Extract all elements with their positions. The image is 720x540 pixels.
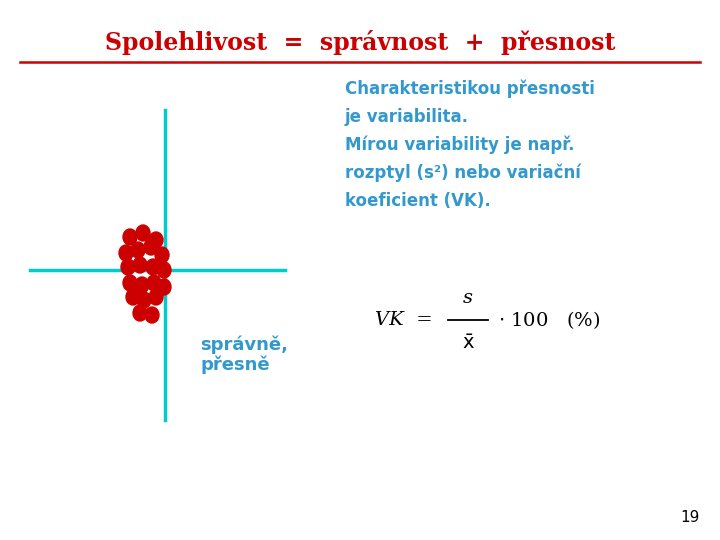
Ellipse shape (133, 305, 147, 321)
Ellipse shape (147, 275, 161, 291)
Ellipse shape (157, 262, 171, 278)
Ellipse shape (137, 292, 151, 308)
Ellipse shape (155, 247, 169, 263)
Text: rozptyl (s²) nebo variační: rozptyl (s²) nebo variační (345, 164, 581, 183)
Ellipse shape (135, 277, 149, 293)
Text: koeficient (VK).: koeficient (VK). (345, 192, 491, 210)
Text: Mírou variability je např.: Mírou variability je např. (345, 136, 575, 154)
Text: přesně: přesně (200, 355, 269, 374)
Ellipse shape (145, 307, 159, 323)
Ellipse shape (146, 259, 160, 275)
Text: $\bar{\mathrm{x}}$: $\bar{\mathrm{x}}$ (462, 335, 474, 354)
Ellipse shape (121, 259, 135, 275)
Text: s: s (463, 289, 473, 307)
Text: Spolehlivost  =  správnost  +  přesnost: Spolehlivost = správnost + přesnost (105, 30, 615, 55)
Ellipse shape (126, 289, 140, 305)
Text: $\cdot$ 100   (%): $\cdot$ 100 (%) (498, 309, 600, 331)
Ellipse shape (131, 242, 145, 258)
Text: správně,: správně, (200, 335, 288, 354)
Ellipse shape (123, 229, 137, 245)
Ellipse shape (149, 289, 163, 305)
Ellipse shape (144, 239, 158, 255)
Text: 19: 19 (680, 510, 700, 525)
Text: Charakteristikou přesnosti: Charakteristikou přesnosti (345, 80, 595, 98)
Ellipse shape (123, 275, 137, 291)
Ellipse shape (136, 225, 150, 241)
Ellipse shape (149, 232, 163, 248)
Ellipse shape (133, 257, 147, 273)
Ellipse shape (157, 279, 171, 295)
Ellipse shape (119, 245, 133, 261)
Text: je variabilita.: je variabilita. (345, 108, 469, 126)
Text: VK  =: VK = (375, 311, 433, 329)
